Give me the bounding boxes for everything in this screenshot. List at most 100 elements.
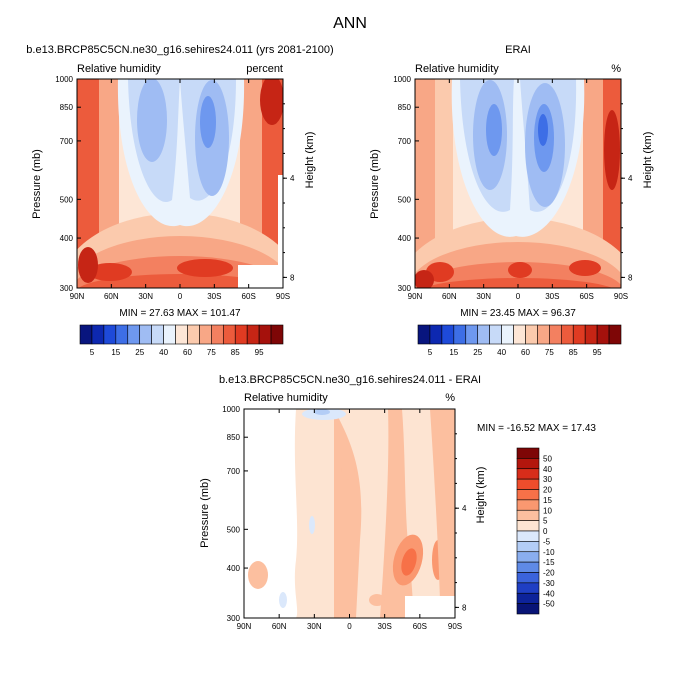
right-label: percent [246,63,283,75]
y2-tick-label: 4 [628,174,633,183]
colorbar-box [453,324,467,345]
colorbar-label: -20 [543,569,555,578]
colorbar-box [525,324,538,345]
x-tick-label: 60S [242,292,256,301]
colorbar-label: -30 [543,579,555,588]
colorbar-label: 40 [497,348,506,357]
x-tick-label: 30N [307,622,322,631]
colorbar-label: 5 [543,517,548,526]
colorbar-box [516,572,540,584]
y-tick-label: 300 [398,284,412,293]
colorbar-label: 25 [473,348,482,357]
colorbar-box [516,499,540,511]
x-tick-label: 90N [70,292,85,301]
colorbar-label: -10 [543,548,555,557]
y2-tick-label: 8 [462,603,467,612]
x-tick-label: 60N [442,292,457,301]
stats-text: MIN = -16.52 MAX = 17.43 [477,423,596,434]
colorbar-label: -15 [543,558,555,567]
x-tick-label: 60N [104,292,119,301]
colorbar-box [234,324,248,345]
colorbar-box [516,447,540,459]
colorbar: 5 15 25 40 60 75 85 95 [417,324,622,357]
stats-text: MIN = 23.45 MAX = 96.37 [460,308,576,319]
x-tick-label: 30S [378,622,392,631]
panel-erai: ERAI Relative humidity % [369,44,654,357]
y-axis-label: Pressure (mb) [369,149,381,219]
x-tick-label: 60N [272,622,287,631]
x-tick-label: 90N [237,622,252,631]
x-tick-label: 90S [614,292,628,301]
y-tick-label: 300 [227,614,241,623]
y2-axis-label: Height (km) [475,467,487,524]
y-axis-label: Pressure (mb) [31,149,43,219]
colorbar-box [477,324,490,345]
colorbar-box [516,509,540,521]
colorbar-box [115,324,129,345]
colorbar: 5 15 25 40 60 75 85 95 [79,324,284,357]
colorbar-box [584,324,598,345]
colorbar-label: 15 [111,348,120,357]
colorbar-label: 95 [255,348,264,357]
panel-title: b.e13.BRCP85C5CN.ne30_g16.sehires24.011 … [26,44,333,56]
colorbar-box [127,324,141,345]
colorbar-box [560,324,574,345]
colorbar-box [549,324,562,345]
x-tick-label: 30N [138,292,153,301]
colorbar-label: 40 [543,465,552,474]
colorbar-box [103,324,117,345]
colorbar-label: 10 [543,506,552,515]
colorbar-label: -40 [543,589,555,598]
figure-title: ANN [333,15,367,32]
y2-tick-label: 8 [290,273,295,282]
y-tick-label: 500 [60,195,74,204]
x-tick-label: 60S [413,622,427,631]
x-tick-label: 30S [545,292,559,301]
colorbar-box [417,324,431,345]
panel-model: b.e13.BRCP85C5CN.ne30_g16.sehires24.011 … [26,44,333,357]
colorbar-box [516,478,540,490]
y-tick-label: 400 [398,234,412,243]
colorbar-label: 15 [449,348,458,357]
colorbar-label: 5 [90,348,95,357]
x-tick-label: 0 [347,622,352,631]
colorbar-label: 30 [543,475,552,484]
colorbar-box [163,324,176,345]
colorbar-label: 60 [183,348,192,357]
colorbar-box [516,468,540,480]
y-tick-label: 700 [398,137,412,146]
panel-difference: b.e13.BRCP85C5CN.ne30_g16.sehires24.011 … [199,374,596,631]
colorbar-box [91,324,105,345]
colorbar-box [270,324,284,345]
colorbar-box [465,324,479,345]
y2-tick-label: 4 [290,174,295,183]
x-tick-label: 60S [580,292,594,301]
x-tick-label: 30N [476,292,491,301]
colorbar-label: 85 [231,348,240,357]
y2-tick-label: 4 [462,504,467,513]
colorbar-box [429,324,443,345]
colorbar-box [516,582,540,594]
contour-field [77,79,283,288]
colorbar-box [516,520,540,532]
colorbar-box [537,324,550,345]
x-tick-label: 30S [207,292,221,301]
colorbar-label: 0 [543,527,548,536]
left-label: Relative humidity [415,63,499,75]
y2-axis-label: Height (km) [304,132,316,189]
x-tick-label: 90S [448,622,462,631]
colorbar-label: 75 [545,348,554,357]
contour-field [415,79,621,288]
y-tick-label: 850 [398,103,412,112]
x-tick-label: 90S [276,292,290,301]
y-tick-label: 1000 [55,75,73,84]
colorbar-label: 50 [543,454,552,463]
y-tick-label: 700 [227,467,241,476]
colorbar-label: -50 [543,600,555,609]
colorbar-box [516,603,540,615]
y-tick-label: 400 [60,234,74,243]
y-tick-label: 500 [227,525,241,534]
colorbar-label: 15 [543,496,552,505]
